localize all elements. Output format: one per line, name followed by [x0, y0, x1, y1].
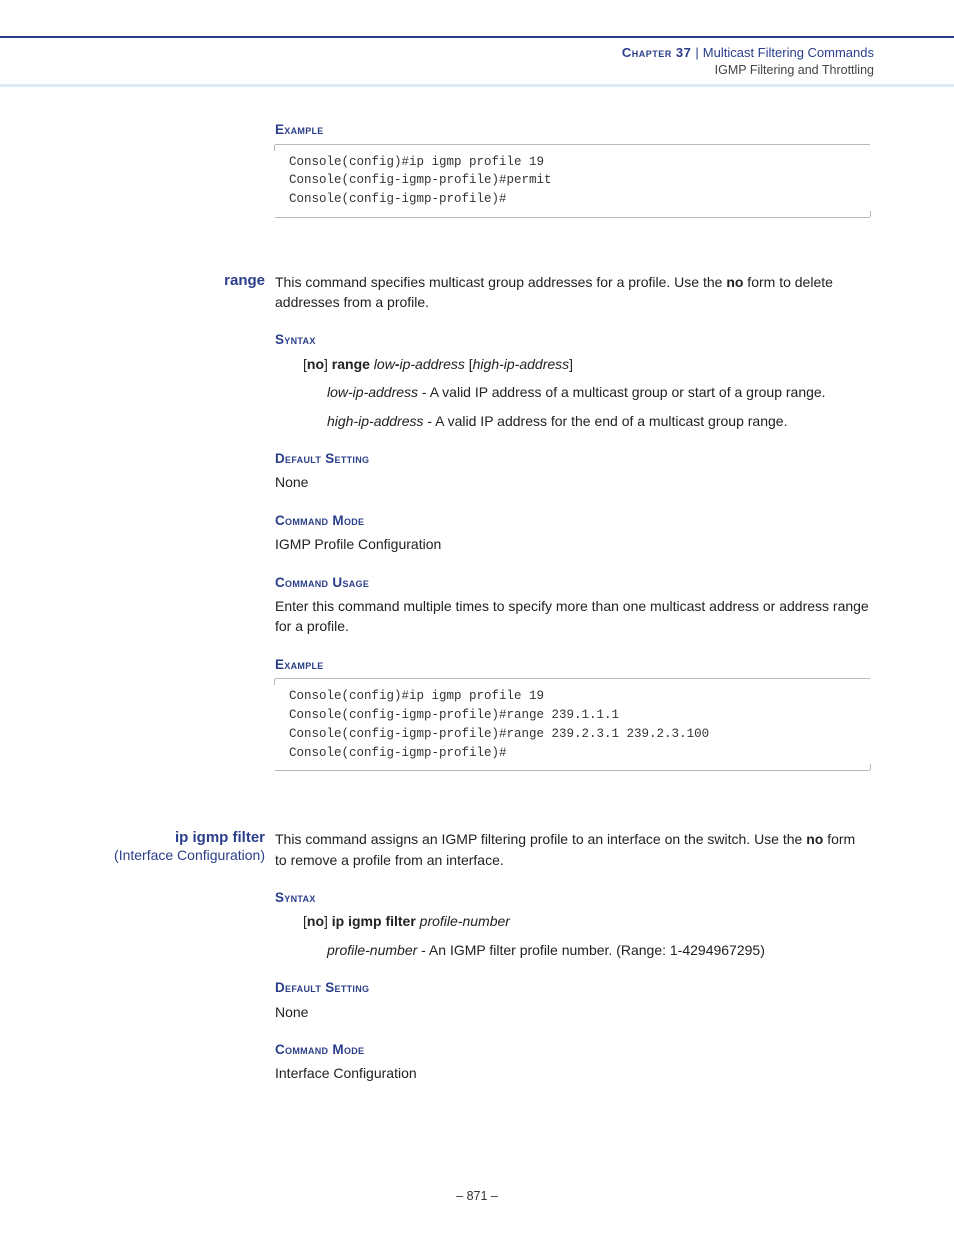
example-heading: Example: [275, 120, 870, 140]
content-area: Example Console(config)#ip igmp profile …: [100, 120, 870, 1088]
header-section: Multicast Filtering Commands: [703, 45, 874, 60]
range-param-high: high-ip-address - A valid IP address for…: [327, 411, 870, 431]
command-name-filter-sub: (Interface Configuration): [100, 846, 265, 865]
filter-syntax: [no] ip igmp filter profile-number: [303, 911, 870, 931]
example-heading-2: Example: [275, 655, 870, 675]
usage-heading: Command Usage: [275, 573, 870, 593]
range-usage-text: Enter this command multiple times to spe…: [275, 596, 870, 637]
range-default-value: None: [275, 472, 870, 492]
chapter-label: Chapter 37: [622, 45, 691, 60]
mode-heading-2: Command Mode: [275, 1040, 870, 1060]
page-footer: – 871 –: [0, 1189, 954, 1203]
command-ip-igmp-filter: ip igmp filter (Interface Configuration)…: [100, 829, 870, 1083]
syntax-heading-2: Syntax: [275, 888, 870, 908]
syntax-heading: Syntax: [275, 330, 870, 350]
range-description: This command specifies multicast group a…: [275, 272, 870, 313]
running-header: Chapter 37|Multicast Filtering Commands …: [622, 44, 874, 78]
command-name-filter: ip igmp filter: [100, 829, 265, 846]
header-pipe: |: [691, 45, 702, 60]
page-number: – 871 –: [456, 1189, 498, 1203]
command-name-range: range: [224, 272, 265, 289]
page: Chapter 37|Multicast Filtering Commands …: [0, 0, 954, 1235]
filter-default-value: None: [275, 1002, 870, 1022]
default-heading-2: Default Setting: [275, 978, 870, 998]
header-top-rule: [0, 36, 954, 38]
filter-param: profile-number - An IGMP filter profile …: [327, 940, 870, 960]
range-param-low: low-ip-address - A valid IP address of a…: [327, 382, 870, 402]
filter-description: This command assigns an IGMP filtering p…: [275, 829, 870, 870]
header-line-1: Chapter 37|Multicast Filtering Commands: [622, 44, 874, 62]
filter-mode-value: Interface Configuration: [275, 1063, 870, 1083]
header-bottom-bar: [0, 84, 954, 87]
default-heading: Default Setting: [275, 449, 870, 469]
range-syntax: [no] range low-ip-address [high-ip-addre…: [303, 354, 870, 374]
code-block-1: Console(config)#ip igmp profile 19 Conso…: [275, 144, 870, 218]
command-range: range This command specifies multicast g…: [100, 272, 870, 775]
section-permit-example: Example Console(config)#ip igmp profile …: [100, 120, 870, 222]
mode-heading: Command Mode: [275, 511, 870, 531]
range-mode-value: IGMP Profile Configuration: [275, 534, 870, 554]
code-block-2: Console(config)#ip igmp profile 19 Conso…: [275, 678, 870, 771]
header-subsection: IGMP Filtering and Throttling: [622, 62, 874, 79]
